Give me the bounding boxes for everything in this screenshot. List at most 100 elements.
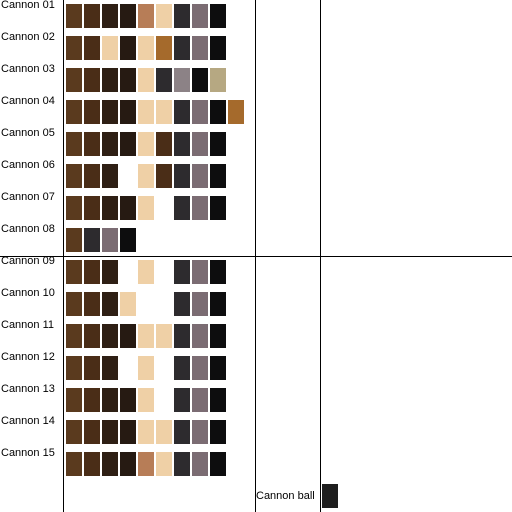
color-swatch [102,356,118,380]
color-swatch [66,100,82,124]
color-swatch [174,420,190,444]
color-swatch [84,292,100,316]
color-swatch [138,356,154,380]
color-swatch [192,164,208,188]
color-swatch [174,4,190,28]
color-swatch [174,100,190,124]
color-swatch [210,36,226,60]
color-swatch [84,36,100,60]
cannon-label: Cannon 08 [1,223,55,235]
cannon-row: Cannon 08 [0,223,260,252]
color-swatch [102,196,118,220]
color-swatch [102,4,118,28]
color-swatch [66,68,82,92]
color-swatch [120,132,136,156]
color-swatch [192,452,208,476]
color-swatch [210,260,226,284]
cannon-label: Cannon 02 [1,31,55,43]
cannon-row: Cannon 14 [0,415,260,444]
color-swatch [174,132,190,156]
color-swatch [84,132,100,156]
color-swatch [120,292,136,316]
color-swatch [192,260,208,284]
cannon-label: Cannon 07 [1,191,55,203]
cannon-row: Cannon 10 [0,287,260,316]
color-swatch [138,164,154,188]
color-swatch [192,132,208,156]
color-swatch [84,100,100,124]
color-swatch [192,356,208,380]
color-swatch [156,4,172,28]
color-swatch [192,68,208,92]
color-swatch [102,100,118,124]
cannon-row: Cannon 13 [0,383,260,412]
color-swatch [174,164,190,188]
cannon-label: Cannon 04 [1,95,55,107]
color-swatch [210,132,226,156]
color-swatch [138,100,154,124]
color-swatch [66,388,82,412]
color-swatch [156,324,172,348]
color-swatch [138,420,154,444]
color-swatch [210,4,226,28]
color-swatch [228,100,244,124]
cannon-row: Cannon 03 [0,63,260,92]
color-swatch [84,420,100,444]
cannon-label: Cannon 06 [1,159,55,171]
color-swatch [84,68,100,92]
cannon-label: Cannon 05 [1,127,55,139]
cannon-label: Cannon 01 [1,0,55,11]
color-swatch [174,260,190,284]
color-swatch [120,100,136,124]
color-swatch [174,36,190,60]
cannon-row: Cannon 06 [0,159,260,188]
cannon-row: Cannon 09 [0,255,260,284]
color-swatch [120,36,136,60]
color-swatch [210,196,226,220]
color-swatch [174,388,190,412]
color-swatch [102,228,118,252]
color-swatch [84,452,100,476]
color-swatch [66,420,82,444]
color-swatch [156,36,172,60]
color-swatch [120,196,136,220]
color-swatch [192,388,208,412]
color-swatch [210,292,226,316]
cannon-label: Cannon 14 [1,415,55,427]
cannon-label: Cannon 15 [1,447,55,459]
color-swatch [210,100,226,124]
color-swatch [192,324,208,348]
cannon-row: Cannon 04 [0,95,260,124]
color-swatch [156,452,172,476]
color-swatch [102,324,118,348]
color-swatch [66,36,82,60]
color-swatch [210,420,226,444]
color-swatch [138,132,154,156]
color-swatch [210,452,226,476]
color-swatch [84,356,100,380]
color-swatch [84,228,100,252]
color-swatch [84,164,100,188]
color-swatch [156,420,172,444]
cannon-row: Cannon 12 [0,351,260,380]
cannon-label: Cannon 03 [1,63,55,75]
cannon-row: Cannon 15 [0,447,260,476]
color-swatch [192,100,208,124]
color-swatch [102,420,118,444]
cannon-label: Cannon 09 [1,255,55,267]
color-swatch [120,4,136,28]
color-swatch [120,68,136,92]
color-swatch [84,324,100,348]
color-swatch [156,68,172,92]
color-swatch [210,324,226,348]
color-swatch [210,68,226,92]
color-swatch [138,388,154,412]
color-swatch [66,260,82,284]
color-swatch [102,68,118,92]
color-swatch [102,132,118,156]
color-swatch [66,132,82,156]
color-swatch [120,452,136,476]
color-swatch [102,36,118,60]
color-swatch [192,196,208,220]
color-swatch [174,324,190,348]
